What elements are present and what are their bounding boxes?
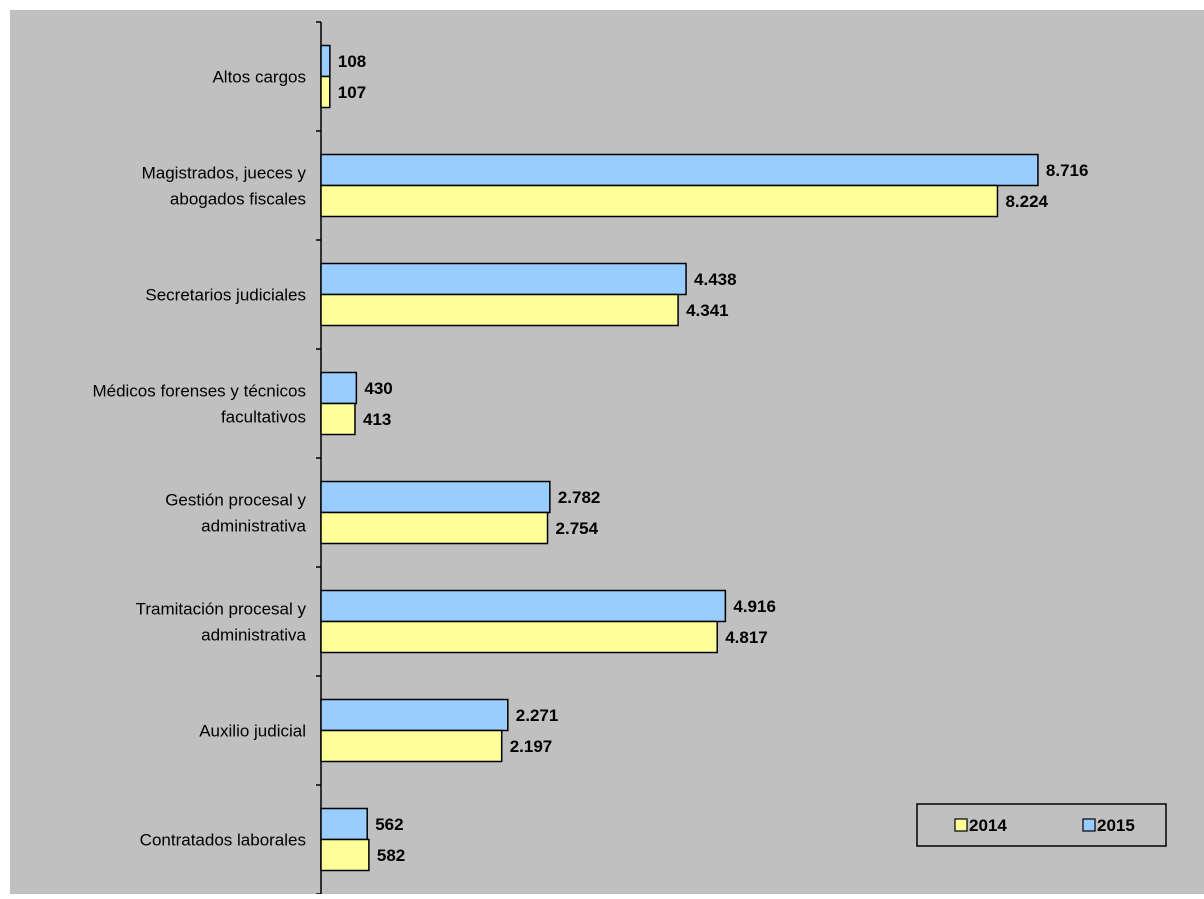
bar-2015 xyxy=(320,589,727,623)
category-label-line: facultativos xyxy=(221,408,306,427)
legend-swatch-2015 xyxy=(1082,818,1096,832)
bar-2015 xyxy=(320,262,687,296)
data-label-2014: 2.197 xyxy=(510,737,553,756)
category-labels: Altos cargos Magistrados, jueces y abogado… xyxy=(92,68,306,850)
category-label-line: Altos cargos xyxy=(212,68,306,87)
category-label-line: Magistrados, jueces y xyxy=(142,164,307,183)
legend-label-2015: 2015 xyxy=(1097,816,1135,835)
category-label-line: Secretarios judiciales xyxy=(145,286,306,305)
bar-2015 xyxy=(320,698,509,732)
legend-swatch-2014 xyxy=(954,818,968,832)
data-label-2014: 4.341 xyxy=(686,301,729,320)
bar-2014 xyxy=(320,511,549,545)
legend: 2014 2015 xyxy=(916,803,1167,847)
data-label-2015: 430 xyxy=(364,379,392,398)
category-label: Gestión procesal y administrativa xyxy=(165,491,306,536)
bar-2014 xyxy=(320,75,331,109)
category-label: Médicos forenses y técnicos facultativos xyxy=(92,382,306,427)
bar-2014 xyxy=(320,184,999,218)
bar-2014 xyxy=(320,838,370,872)
data-label-2014: 582 xyxy=(377,846,405,865)
category-label-line: Auxilio judicial xyxy=(199,722,306,741)
category-label-line: Médicos forenses y técnicos xyxy=(92,382,306,401)
data-label-2014: 107 xyxy=(338,83,366,102)
data-label-2015: 2.782 xyxy=(558,488,601,507)
bar-2015 xyxy=(320,44,331,78)
category-label-line: Tramitación procesal y xyxy=(136,600,307,619)
bar-2015 xyxy=(320,480,551,514)
bar-2014 xyxy=(320,729,503,763)
category-label-line: Gestión procesal y xyxy=(165,491,306,510)
category-label-line: administrativa xyxy=(201,626,306,645)
category-label-line: administrativa xyxy=(201,517,306,536)
data-label-2015: 8.716 xyxy=(1046,161,1089,180)
data-label-2015: 562 xyxy=(375,815,403,834)
bar-2014 xyxy=(320,402,356,436)
data-label-2015: 4.916 xyxy=(733,597,776,616)
bar-2015 xyxy=(320,371,358,405)
bar-2014 xyxy=(320,620,718,654)
category-label: Altos cargos xyxy=(212,68,306,87)
category-label: Auxilio judicial xyxy=(199,722,306,741)
data-label-2015: 108 xyxy=(338,52,366,71)
data-label-2014: 2.754 xyxy=(556,519,599,538)
bar-2014 xyxy=(320,293,679,327)
category-label: Contratados laborales xyxy=(140,831,306,850)
value-labels: 108 107 8.716 8.224 4.438 4.341 430 413 2.782 2.7… xyxy=(338,52,1089,865)
data-label-2015: 2.271 xyxy=(516,706,559,725)
category-label-line: abogados fiscales xyxy=(170,190,306,209)
data-label-2014: 4.817 xyxy=(725,628,768,647)
category-label-line: Contratados laborales xyxy=(140,831,306,850)
category-label: Tramitación procesal y administrativa xyxy=(136,600,307,645)
bar-2015 xyxy=(320,153,1039,187)
data-label-2015: 4.438 xyxy=(694,270,737,289)
category-label: Magistrados, jueces y abogados fiscales xyxy=(142,164,307,209)
bar-2015 xyxy=(320,807,368,841)
data-label-2014: 413 xyxy=(363,410,391,429)
bar-series xyxy=(320,44,1039,872)
legend-label-2014: 2014 xyxy=(969,816,1007,835)
data-label-2014: 8.224 xyxy=(1005,192,1048,211)
chart-background xyxy=(10,10,1204,894)
category-label: Secretarios judiciales xyxy=(145,286,306,305)
